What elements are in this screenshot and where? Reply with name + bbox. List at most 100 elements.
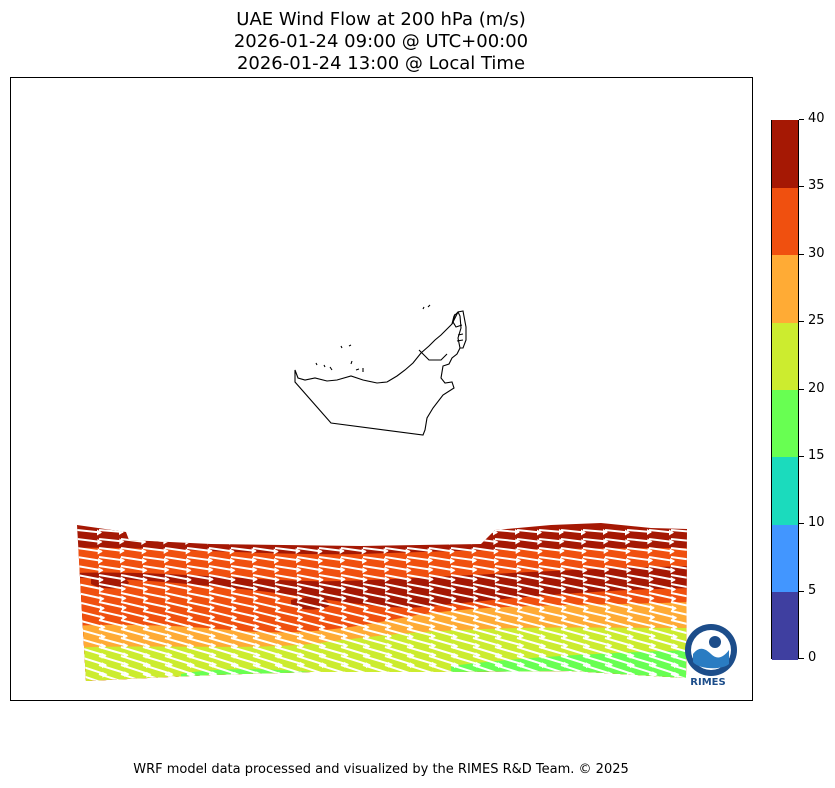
wind-arrow-head	[142, 557, 148, 564]
wind-arrow	[186, 547, 212, 552]
wind-arrow-head	[582, 557, 588, 564]
wind-arrow	[208, 565, 235, 572]
wind-arrow-head	[363, 595, 369, 602]
wind-arrow-head	[670, 557, 676, 564]
wind-arrow	[582, 574, 609, 581]
wind-arrow-head	[341, 604, 347, 611]
wind-arrow	[472, 583, 500, 591]
wind-arrow-head	[494, 557, 500, 564]
wind-arrow	[472, 637, 502, 648]
wind-arrow-head	[454, 671, 460, 678]
wind-arrow-head	[252, 566, 258, 573]
wind-arrow	[296, 583, 324, 591]
wind-arrow	[142, 592, 170, 600]
wind-arrow-head	[339, 538, 345, 545]
wind-arrow-head	[515, 538, 521, 545]
wind-arrow	[274, 583, 302, 590]
wind-arrow-head	[229, 548, 235, 555]
wind-arrow	[318, 583, 346, 590]
wind-arrow-head	[583, 605, 589, 612]
wind-arrow-head	[230, 557, 236, 564]
wind-arrow	[626, 583, 654, 590]
colorbar-segment	[772, 524, 798, 593]
wind-arrow	[582, 673, 614, 681]
wind-arrow-head	[165, 585, 171, 592]
wind-arrow	[120, 637, 150, 648]
wind-arrow-head	[297, 585, 303, 592]
wind-arrow	[164, 664, 195, 676]
wind-arrow	[296, 556, 323, 562]
wind-arrow	[450, 628, 480, 638]
wind-arrow-head	[675, 681, 680, 687]
wind-arrow	[494, 637, 524, 647]
wind-arrow	[230, 619, 259, 628]
wind-arrow-head	[209, 595, 215, 602]
wind-arrow-head	[98, 557, 104, 564]
wind-arrow-head	[405, 538, 411, 545]
wind-arrow	[626, 664, 657, 676]
wind-arrow	[318, 637, 348, 647]
wind-arrow	[538, 547, 564, 552]
wind-arrow	[516, 538, 542, 543]
wind-arrow	[142, 547, 168, 552]
wind-arrow	[77, 592, 104, 600]
wind-arrow	[340, 619, 369, 629]
wind-arrow-head	[561, 585, 567, 592]
wind-arrow-head	[495, 586, 501, 593]
wind-arrow-head	[652, 680, 658, 681]
wind-arrow	[98, 610, 127, 619]
wind-arrow	[142, 628, 172, 638]
utc-time: 2026-01-24 09:00 @ UTC+00:00	[233, 31, 529, 52]
wind-arrow-head	[166, 614, 172, 621]
colorbar-tick	[799, 119, 804, 120]
wind-arrow-head	[452, 614, 458, 621]
wind-arrow	[274, 556, 301, 562]
wind-arrow-head	[165, 595, 171, 602]
wind-arrow	[648, 574, 675, 581]
wind-arrow-head	[143, 595, 149, 602]
wind-arrow	[516, 646, 546, 657]
wind-arrow-head	[603, 538, 609, 545]
wind-arrow	[472, 574, 499, 581]
wind-arrow	[472, 673, 504, 681]
wind-arrow-head	[298, 614, 304, 621]
wind-vectors	[77, 529, 687, 687]
wind-arrow	[626, 538, 652, 543]
wind-arrow-head	[430, 623, 436, 630]
wind-arrow	[494, 601, 523, 609]
wind-arrow	[340, 592, 368, 600]
wind-arrow-head	[318, 576, 324, 583]
wind-arrow-head	[628, 614, 634, 621]
wind-arrow	[428, 538, 454, 543]
wind-arrow	[142, 583, 170, 590]
wind-arrow	[296, 538, 322, 543]
wind-arrow-head	[671, 586, 677, 593]
wind-arrow	[582, 565, 609, 571]
wind-arrow-head	[494, 576, 500, 583]
wind-arrow	[538, 655, 569, 666]
wind-arrow	[120, 565, 147, 572]
wind-arrow-head	[186, 557, 192, 564]
wind-arrow	[428, 529, 454, 534]
wind-arrow-head	[407, 586, 413, 593]
wind-arrow	[318, 538, 344, 543]
wind-arrow	[494, 628, 524, 638]
wind-arrow-head	[340, 566, 346, 573]
wind-arrow-head	[187, 586, 193, 593]
wind-arrow	[384, 628, 414, 638]
wind-arrow	[384, 601, 413, 610]
wind-arrow	[318, 529, 344, 533]
wind-arrow-head	[274, 576, 280, 583]
wind-arrow	[428, 610, 457, 619]
wind-arrow-head	[474, 614, 480, 621]
wind-arrow-head	[493, 548, 499, 555]
wind-arrow	[560, 547, 586, 553]
wind-arrow-head	[252, 576, 258, 583]
wind-arrow-head	[671, 595, 677, 602]
wind-arrow	[208, 538, 234, 543]
wind-arrow	[186, 619, 215, 628]
wind-arrow	[252, 547, 278, 553]
wind-arrow	[296, 628, 326, 638]
wind-arrow-head	[143, 605, 149, 612]
wind-arrow-head	[427, 529, 432, 535]
